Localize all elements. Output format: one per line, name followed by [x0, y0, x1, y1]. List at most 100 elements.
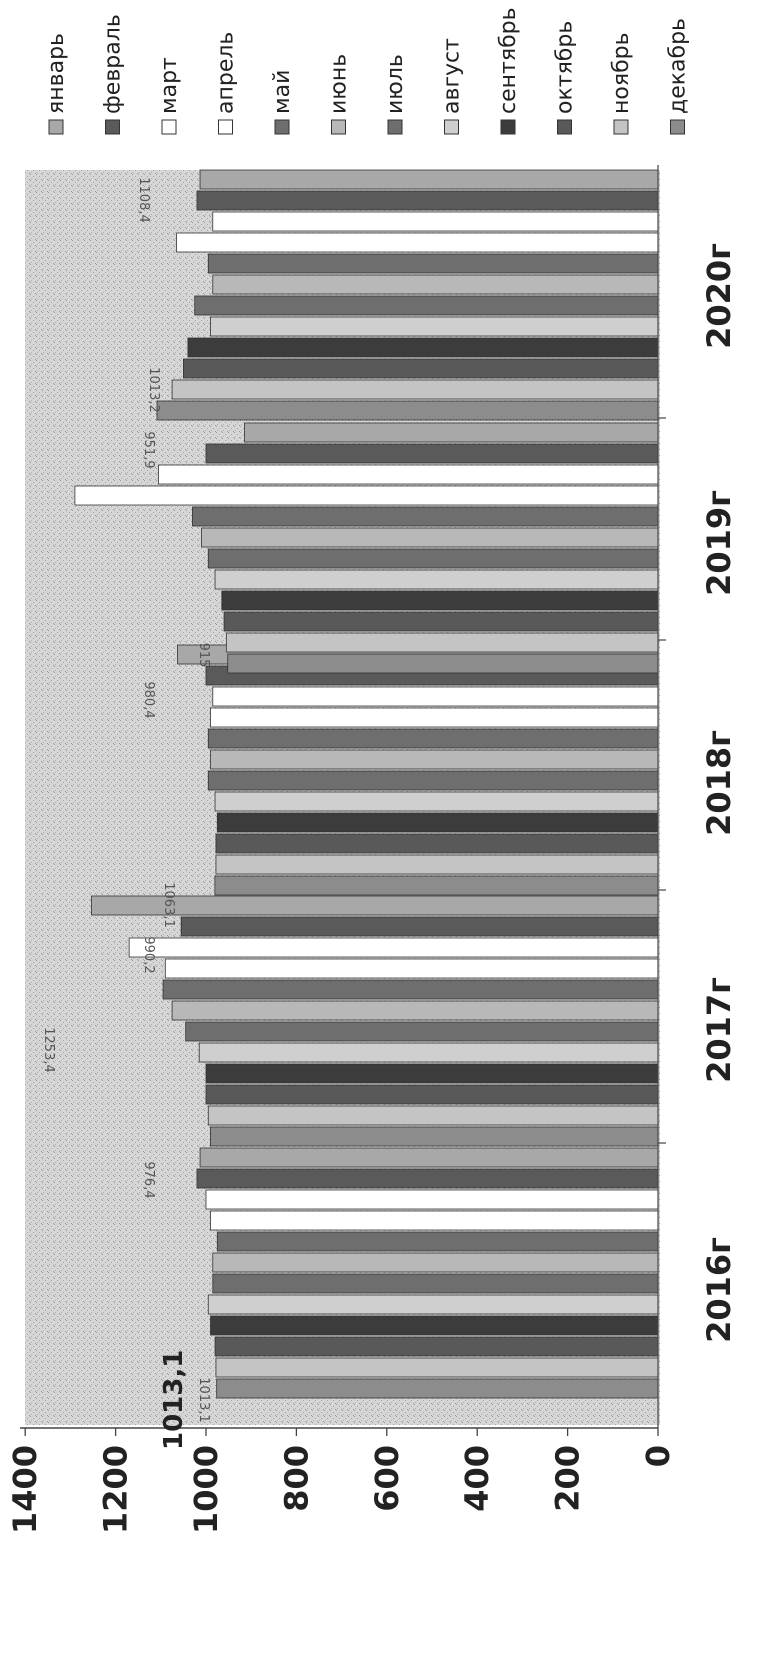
bar-3-2 — [210, 707, 659, 728]
bar-3-1 — [164, 958, 659, 979]
legend-swatch — [274, 119, 290, 135]
bar-11-2 — [214, 875, 659, 896]
bar-0-3 — [244, 422, 659, 443]
category-label: 2016г — [700, 1237, 738, 1343]
bar-2-0 — [205, 1189, 659, 1210]
value-tick-label: 800 — [277, 1445, 315, 1512]
legend-label: декабрь — [666, 18, 691, 114]
bar-9-4 — [182, 358, 659, 379]
legend-swatch — [331, 119, 346, 135]
data-label: 990,2 — [141, 936, 156, 973]
legend-label: август — [440, 38, 465, 114]
bar-9-1 — [205, 1084, 659, 1105]
bar-7-3 — [214, 569, 659, 590]
bar-8-2 — [216, 812, 659, 833]
bar-2-3 — [158, 464, 659, 485]
bar-7-4 — [210, 316, 659, 337]
legend-label: апрель — [214, 32, 239, 114]
category-label: 2019г — [700, 490, 738, 596]
bar-7-0 — [207, 1294, 659, 1315]
bar-2-1 — [128, 937, 659, 958]
legend-label: сентябрь — [496, 7, 521, 114]
bar-5-0 — [212, 1252, 659, 1273]
bar-6-2 — [207, 770, 659, 791]
category-label: 2017г — [700, 977, 738, 1083]
bar-8-4 — [187, 337, 659, 358]
legend-label: июнь — [327, 54, 352, 114]
legend-swatch — [500, 119, 516, 135]
bar-9-2 — [215, 833, 659, 854]
bar-1-3 — [205, 443, 659, 464]
value-axis: 0 200 400 600 800 1000 1200 1400 — [6, 165, 677, 1534]
category-label: 2018г — [700, 730, 738, 836]
bar-8-0 — [210, 1315, 659, 1336]
bar-11-1 — [210, 1126, 659, 1147]
bar-0-0 — [199, 1147, 659, 1168]
bar-6-4 — [194, 295, 659, 316]
legend-swatch — [557, 119, 572, 135]
legend-swatch — [105, 119, 120, 135]
data-label: 980,4 — [141, 681, 156, 718]
bar-1-1 — [180, 916, 659, 937]
data-label: 976,4 — [141, 1161, 156, 1198]
bar-4-2 — [207, 728, 659, 749]
bar-6-0 — [212, 1273, 659, 1294]
bars-layer — [74, 169, 659, 1399]
value-tick-label: 0 — [639, 1445, 677, 1467]
legend-swatch — [161, 119, 177, 135]
data-label: 951,9 — [141, 431, 156, 468]
bar-10-1 — [207, 1105, 659, 1126]
value-tick-label: 1000 — [187, 1445, 225, 1534]
bar-4-0 — [216, 1231, 659, 1252]
bar-4-1 — [162, 979, 659, 1000]
bar-2-2 — [212, 686, 659, 707]
data-label: 915 — [196, 643, 211, 668]
bar-11-3 — [227, 653, 659, 674]
bar-0-4 — [199, 169, 659, 190]
bar-5-1 — [171, 1000, 659, 1021]
value-annotation: 1013,1 — [159, 1350, 189, 1450]
value-tick-label: 200 — [549, 1445, 587, 1512]
bar-1-0 — [196, 1168, 659, 1189]
legend-label: март — [157, 57, 182, 114]
legend-swatch — [613, 119, 629, 135]
category-axis: 2016г 2017г 2018г 2019г 2020г — [658, 243, 738, 1343]
bar-3-3 — [74, 485, 659, 506]
bar-5-3 — [201, 527, 659, 548]
bar-10-0 — [215, 1357, 659, 1378]
bar-7-2 — [214, 791, 659, 812]
bar-10-3 — [225, 632, 659, 653]
bar-5-2 — [210, 749, 659, 770]
value-tick-label: 600 — [368, 1445, 406, 1512]
data-label: 1013,2 — [146, 367, 161, 413]
bar-5-4 — [212, 274, 659, 295]
legend-swatch — [387, 119, 403, 135]
bar-4-3 — [192, 506, 659, 527]
legend-swatch — [444, 119, 459, 135]
legend-label: июль — [383, 54, 408, 114]
legend: январь февраль март апрель май июнь июль август… — [44, 7, 691, 135]
bar-11-4 — [156, 400, 659, 421]
legend-swatch — [670, 119, 685, 135]
legend-label: май — [270, 70, 295, 114]
bar-3-4 — [176, 232, 659, 253]
data-label: 1063,1 — [161, 882, 176, 928]
legend-swatch — [48, 119, 64, 135]
bar-9-3 — [223, 611, 659, 632]
bar-10-4 — [171, 379, 659, 400]
bar-9-0 — [214, 1336, 659, 1357]
value-tick-label: 400 — [458, 1445, 496, 1512]
data-label: 1013,1 — [196, 1377, 211, 1423]
bar-8-3 — [221, 590, 659, 611]
bar-6-3 — [207, 548, 659, 569]
legend-label: январь — [44, 33, 69, 114]
bar-10-2 — [215, 854, 659, 875]
legend-swatch — [218, 119, 233, 135]
value-tick-label: 1200 — [97, 1445, 135, 1534]
bar-2-4 — [212, 211, 659, 232]
legend-label: ноябрь — [609, 32, 634, 114]
bar-6-1 — [185, 1021, 659, 1042]
legend-label: февраль — [101, 14, 126, 114]
